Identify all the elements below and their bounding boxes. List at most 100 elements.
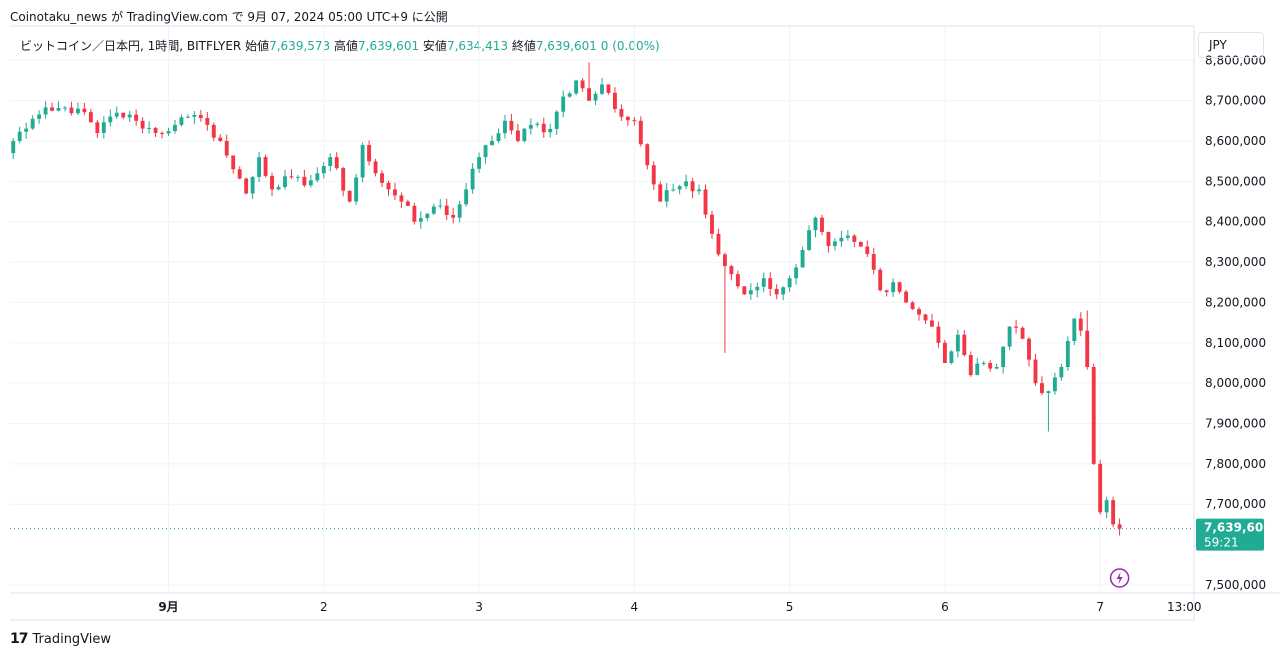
candle-body [147, 127, 152, 129]
candle-body [994, 367, 999, 369]
candle-body [386, 182, 391, 190]
candle-body [1085, 330, 1090, 367]
candle-body [17, 131, 22, 141]
candle-body [82, 108, 87, 113]
candle-body [412, 205, 417, 222]
candle-body [425, 213, 430, 219]
x-tick-label: 9月 [158, 600, 178, 614]
candle-body [697, 189, 701, 192]
candle-body [632, 120, 637, 122]
candle-body [211, 124, 216, 138]
candle-body [742, 286, 747, 295]
candle-body [270, 175, 274, 190]
x-tick-label: 3 [475, 600, 483, 614]
candle-body [185, 116, 190, 118]
candle-body [127, 114, 132, 118]
candle-body [470, 168, 475, 190]
candle-body [490, 141, 494, 146]
candle-body [198, 114, 203, 119]
candle-body [205, 118, 210, 125]
candle-body [761, 278, 766, 287]
candle-body [75, 108, 80, 114]
candle-body [1052, 377, 1057, 392]
candle-body [477, 157, 482, 169]
y-tick-label: 8,000,000 [1205, 376, 1266, 390]
currency-button[interactable]: JPY [1198, 32, 1264, 58]
candle-body [871, 254, 876, 270]
y-tick-label: 8,100,000 [1205, 336, 1266, 350]
y-tick-label: 7,800,000 [1205, 457, 1266, 471]
candle-body [561, 96, 566, 112]
candle-body [464, 189, 469, 205]
candle-body [173, 124, 177, 132]
candle-body [865, 246, 870, 254]
candle-body [360, 145, 365, 178]
y-tick-label: 7,500,000 [1205, 578, 1266, 592]
symbol-description[interactable]: ビットコイン／日本円, 1時間, BITFLYER [20, 39, 242, 53]
candle-body [826, 232, 831, 246]
low-label: 安値 [422, 39, 447, 53]
candle-body [153, 127, 158, 133]
candle-body [354, 177, 359, 202]
candle-body [250, 176, 255, 194]
candle-body [645, 144, 650, 166]
candle-body [231, 155, 236, 170]
candle-body [852, 235, 857, 242]
candle-body [600, 84, 604, 94]
candle-body [807, 230, 811, 250]
candle-body [276, 186, 281, 190]
candle-body [399, 195, 404, 202]
candle-body [334, 157, 339, 169]
candle-body [703, 189, 708, 215]
candle-body [612, 92, 617, 110]
candle-body [839, 237, 844, 242]
candle-body [858, 241, 863, 247]
candle-body [37, 114, 42, 119]
candle-body [1046, 391, 1051, 394]
candle-body [444, 205, 449, 215]
candle-body [483, 145, 488, 158]
last-price-badge [1196, 518, 1264, 551]
candle-body [24, 128, 29, 132]
candle-body [748, 290, 753, 295]
candle-body [373, 161, 378, 174]
y-tick-label: 7,700,000 [1205, 497, 1266, 511]
tradingview-logo-mark: 17 [10, 631, 29, 647]
candle-body [114, 112, 119, 117]
candle-body [503, 120, 507, 134]
candle-body [949, 351, 954, 363]
candle-body [684, 181, 689, 187]
candle-body [554, 111, 559, 129]
candle-body [341, 168, 346, 191]
candle-body [257, 157, 262, 177]
countdown-value: 59:21 [1204, 536, 1239, 550]
candle-body [981, 362, 986, 364]
candle-body [735, 274, 740, 287]
candle-body [606, 84, 611, 93]
open-value: 7,639,573 [269, 39, 331, 53]
x-tick-label: 2 [320, 600, 328, 614]
candle-body [593, 93, 598, 101]
candle-body [910, 302, 915, 310]
candle-body [891, 282, 896, 293]
low-value: 7,634,413 [446, 39, 509, 53]
candle-body [1065, 340, 1070, 367]
y-tick-label: 8,500,000 [1205, 174, 1266, 188]
candle-body [528, 124, 533, 129]
x-tick-label: 13:00 [1167, 600, 1202, 614]
candle-body [134, 114, 139, 121]
last-price-value: 7,639,601 [1204, 521, 1272, 535]
candle-body [457, 204, 462, 218]
candle-body [878, 269, 883, 291]
candle-body [567, 93, 572, 97]
lightning-bolt-icon [1116, 572, 1123, 584]
candle-body [160, 132, 164, 134]
candle-body [50, 107, 54, 111]
candle-body [1040, 383, 1044, 394]
candle-body [904, 291, 909, 303]
tradingview-logo[interactable]: 17 TradingView [10, 631, 111, 647]
chart-grid [10, 25, 1280, 621]
y-tick-label: 8,800,000 [1205, 53, 1266, 67]
